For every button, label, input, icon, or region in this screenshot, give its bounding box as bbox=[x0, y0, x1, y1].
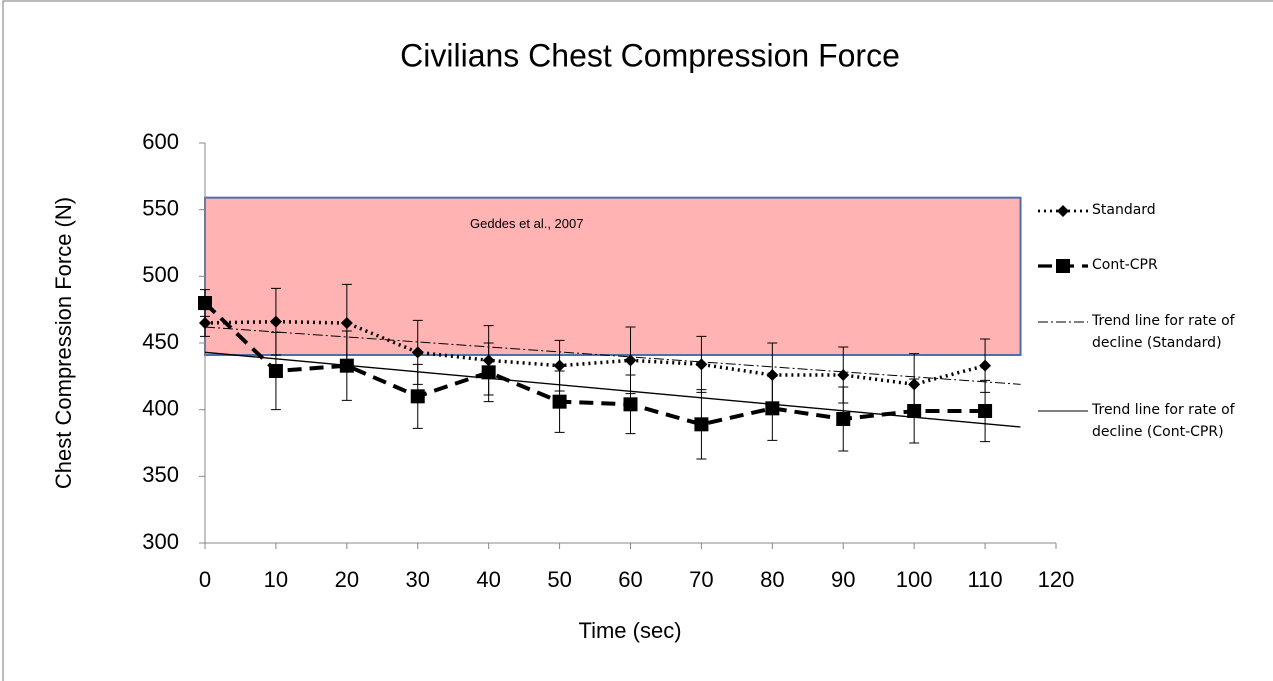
x-tick-label: 100 bbox=[896, 567, 933, 592]
point bbox=[1056, 259, 1070, 273]
y-axis-label: Chest Compression Force (N) bbox=[51, 197, 76, 489]
series-line bbox=[204, 351, 1021, 428]
reference-band bbox=[204, 196, 1022, 356]
point bbox=[268, 364, 283, 378]
x-tick-label: 120 bbox=[1038, 567, 1075, 592]
point bbox=[199, 317, 211, 329]
point bbox=[552, 394, 567, 409]
y-tick-label: 300 bbox=[142, 529, 179, 554]
x-tick-label: 60 bbox=[618, 567, 642, 592]
point bbox=[481, 365, 496, 380]
point bbox=[269, 315, 282, 328]
legend-label: Standard bbox=[1092, 202, 1156, 218]
point bbox=[340, 317, 353, 329]
x-tick-label: 80 bbox=[760, 567, 784, 592]
point bbox=[410, 389, 425, 404]
point bbox=[836, 412, 851, 426]
chart-title: Civilians Chest Compression Force bbox=[400, 37, 900, 73]
x-tick-label: 30 bbox=[406, 567, 430, 592]
x-axis-label: Time (sec) bbox=[578, 618, 681, 643]
x-tick-label: 50 bbox=[547, 567, 571, 592]
series-line bbox=[203, 301, 986, 427]
legend-label: Trend line for rate of decline (Cont-CPR… bbox=[1092, 402, 1235, 440]
x-tick-label: 20 bbox=[335, 567, 359, 592]
point bbox=[623, 397, 638, 412]
point bbox=[411, 346, 424, 359]
y-tick-label: 500 bbox=[142, 262, 179, 287]
point bbox=[766, 369, 779, 381]
y-tick-label: 600 bbox=[142, 129, 179, 154]
legend-label: Trend line for rate of decline (Standard… bbox=[1092, 313, 1235, 351]
band-label: Geddes et al., 2007 bbox=[470, 216, 583, 231]
point bbox=[907, 404, 922, 418]
x-tick-label: 90 bbox=[831, 567, 855, 592]
point bbox=[553, 359, 566, 372]
x-tick-label: 110 bbox=[968, 567, 1003, 592]
x-tick-label: 70 bbox=[689, 567, 713, 592]
point bbox=[837, 369, 850, 381]
y-tick-label: 350 bbox=[142, 462, 179, 487]
x-tick-label: 10 bbox=[264, 567, 288, 592]
point bbox=[694, 417, 709, 432]
point bbox=[979, 359, 992, 372]
point bbox=[978, 404, 993, 418]
point bbox=[198, 296, 212, 310]
y-tick-label: 550 bbox=[142, 195, 179, 220]
y-tick-label: 400 bbox=[142, 395, 179, 420]
x-tick-label: 0 bbox=[199, 567, 211, 592]
y-tick-label: 450 bbox=[142, 329, 179, 354]
legend-label: Cont-CPR bbox=[1092, 257, 1158, 273]
point bbox=[695, 358, 708, 371]
series-line bbox=[204, 319, 986, 387]
point bbox=[624, 354, 637, 367]
x-tick-label: 40 bbox=[476, 567, 500, 592]
point bbox=[1057, 205, 1069, 217]
